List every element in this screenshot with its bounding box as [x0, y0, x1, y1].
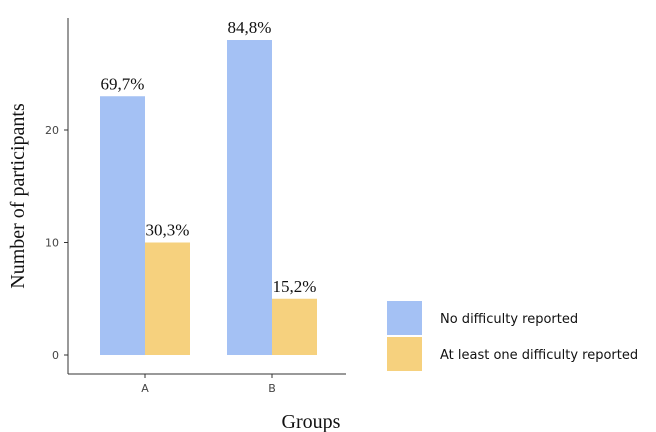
bar-label-b-series-1: 84,8%	[228, 18, 272, 37]
bar-a-series-2	[145, 242, 190, 355]
bar-a-series-1	[100, 96, 145, 355]
x-tick-label: B	[268, 382, 276, 395]
legend-label-series-1: No difficulty reported	[440, 312, 578, 327]
y-ticks: 0 10 20	[45, 124, 68, 362]
y-tick-label: 20	[45, 124, 59, 137]
legend-swatch-series-2	[387, 337, 422, 371]
bar-label-a-series-2: 30,3%	[146, 221, 190, 240]
bar-b-series-2	[272, 298, 317, 355]
bar-labels: 69,7% 30,3% 84,8% 15,2%	[101, 18, 317, 296]
y-axis-label: Number of participants	[7, 103, 29, 289]
x-tick-label: A	[141, 382, 149, 395]
legend-label-series-2: At least one difficulty reported	[440, 348, 638, 363]
y-tick-label: 0	[52, 349, 59, 362]
x-axis-label: Groups	[282, 411, 341, 432]
legend-swatch-series-1	[387, 301, 422, 335]
bar-label-b-series-2: 15,2%	[273, 277, 317, 296]
legend: No difficulty reported At least one diffi…	[387, 301, 638, 371]
bars	[100, 40, 317, 355]
bar-label-a-series-1: 69,7%	[101, 74, 145, 93]
y-tick-label: 10	[45, 237, 59, 250]
bar-b-series-1	[227, 40, 272, 355]
